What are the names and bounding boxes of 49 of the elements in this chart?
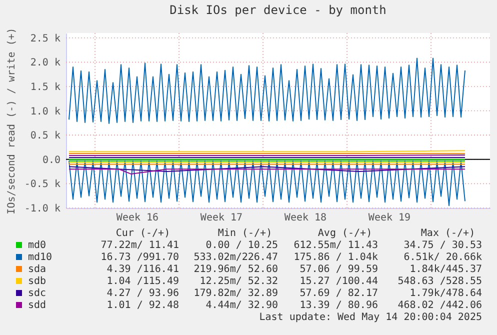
legend-label: sda: [28, 264, 46, 275]
y-tick-label: 0.5 k: [30, 130, 60, 142]
y-tick-label: -0.5 k: [24, 179, 60, 190]
y-axis-title: IOs/second read (-) / write (+): [6, 28, 18, 214]
text: 6.51k/ 20.66k: [404, 252, 482, 263]
text: 57.69 / 82.17: [300, 288, 378, 299]
x-tick-label: Week 17: [200, 212, 243, 224]
legend-label: md10: [28, 252, 52, 263]
y-tick-label: 1.0 k: [30, 106, 60, 118]
text: 57.06 / 99.59: [300, 264, 378, 275]
text: 77.22m/ 11.41: [100, 240, 179, 251]
text: 1.01 / 92.48: [106, 300, 179, 311]
text: 15.27 /100.44: [300, 276, 378, 287]
text: 219.96m/ 52.60: [194, 264, 278, 275]
x-tick-label: Week 18: [284, 212, 327, 224]
text: 4.27 / 93.96: [106, 288, 179, 299]
text: 4.39 /116.41: [106, 264, 179, 275]
text: 13.39 / 80.96: [300, 300, 378, 311]
text: 12.25m/ 52.32: [200, 276, 278, 287]
legend-label: sdc: [28, 288, 46, 299]
text: 0.00 / 10.25: [206, 240, 278, 251]
y-tick-label: 1.5 k: [30, 82, 60, 93]
text: 548.63 /528.55: [398, 276, 482, 287]
text: 175.86 / 1.04k: [294, 252, 378, 263]
legend-label: sdd: [28, 300, 46, 311]
y-tick-label: -1.0 k: [24, 204, 60, 214]
legend-label: sdb: [28, 276, 46, 287]
x-tick-label: Week 16: [116, 212, 159, 224]
legend-label: md0: [28, 240, 46, 251]
text: 1.79k/478.64: [410, 288, 482, 299]
text: 612.55m/ 11.43: [294, 240, 378, 251]
text: 179.82m/ 32.89: [194, 288, 278, 299]
y-tick-label: 0.0: [42, 154, 60, 166]
y-tick-label: 2.5 k: [30, 33, 60, 44]
text: Cur (-/+): [116, 228, 170, 239]
chart-title: Disk IOs per device - by month: [170, 3, 386, 18]
text: 16.73 /991.70: [100, 252, 179, 263]
text: 533.02m/226.47: [194, 252, 278, 263]
text: Min (-/+): [218, 228, 272, 239]
text: Max (-/+): [420, 228, 476, 239]
x-tick-label: Week 19: [368, 212, 411, 224]
text: Last update: Wed May 14 20:00:04 2025: [259, 312, 482, 323]
text: 1.84k/445.37: [410, 264, 482, 275]
text: 1.04 /115.49: [106, 276, 179, 287]
text: 468.02 /442.06: [398, 300, 482, 311]
text: 34.75 / 30.53: [404, 240, 482, 251]
y-tick-label: 2.0 k: [30, 58, 60, 69]
text: 4.44m/ 32.90: [206, 300, 278, 311]
text: Avg (-/+): [318, 228, 372, 239]
